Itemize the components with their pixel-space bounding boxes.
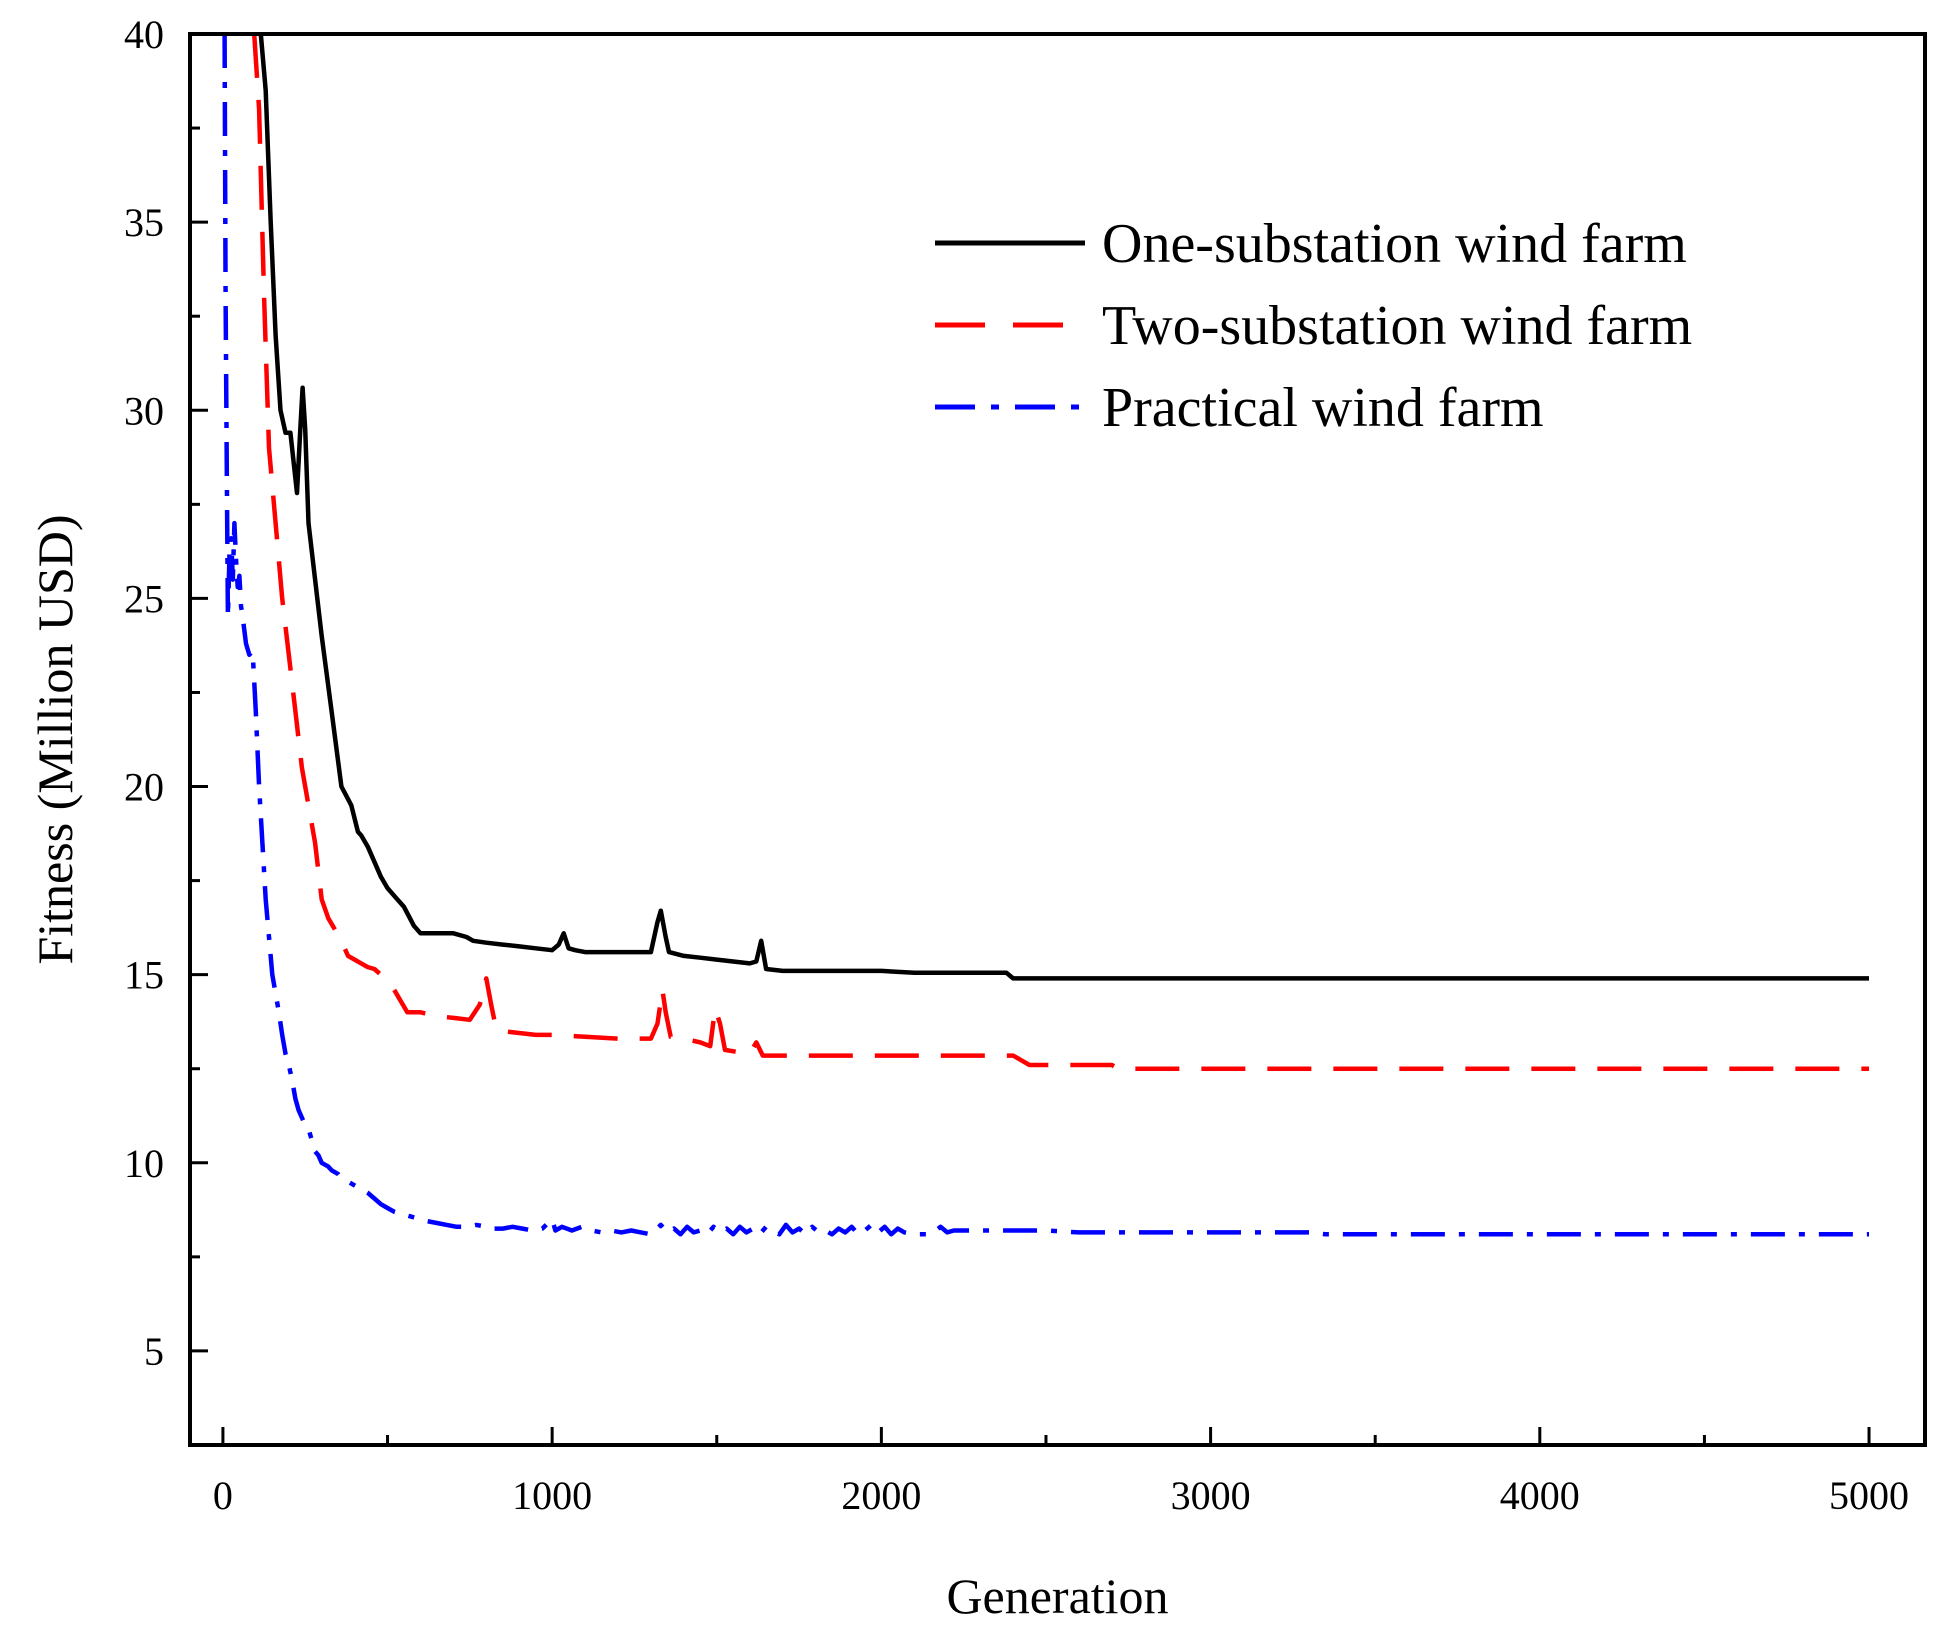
y-tick-label: 10 [124,1141,164,1186]
y-tick-label: 40 [124,12,164,57]
axes [188,32,1927,1447]
legend-label-3: Practical wind farm [1102,377,1544,439]
legend: One-substation wind farm Two-substation w… [935,213,1692,439]
y-tick-label: 25 [124,576,164,621]
x-tick-label: 4000 [1500,1473,1580,1518]
plot-frame [188,32,1927,1447]
y-axis-title: Fitness (Million USD) [27,514,83,964]
x-tick-label: 2000 [841,1473,921,1518]
series-line-1 [258,34,1869,981]
series-line-3 [222,34,1869,1237]
x-tick-label: 5000 [1829,1473,1909,1518]
y-tick-label: 30 [124,388,164,433]
y-tick-label: 20 [124,765,164,810]
x-axis-title: Generation [946,1568,1168,1624]
x-axis-ticks: 0 1000 2000 3000 4000 5000 [213,1427,1909,1518]
legend-label-2: Two-substation wind farm [1102,295,1692,357]
plot-area [222,34,1869,1237]
x-tick-label: 3000 [1171,1473,1251,1518]
x-tick-label: 1000 [512,1473,592,1518]
x-tick-label: 0 [213,1473,233,1518]
y-tick-label: 15 [124,953,164,998]
series-line-2 [251,34,1869,1071]
y-axis-ticks: 5 10 15 20 25 30 35 40 [124,12,208,1374]
y-tick-label: 5 [144,1329,164,1374]
y-tick-label: 35 [124,200,164,245]
legend-label-1: One-substation wind farm [1102,213,1687,275]
